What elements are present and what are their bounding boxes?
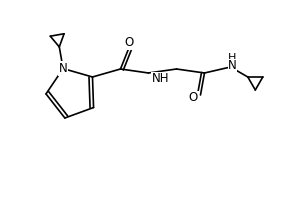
- Text: O: O: [125, 36, 134, 49]
- Text: NH: NH: [152, 72, 169, 85]
- Text: N: N: [228, 59, 237, 72]
- Text: H: H: [228, 53, 237, 63]
- Text: N: N: [59, 62, 68, 75]
- Text: O: O: [189, 91, 198, 104]
